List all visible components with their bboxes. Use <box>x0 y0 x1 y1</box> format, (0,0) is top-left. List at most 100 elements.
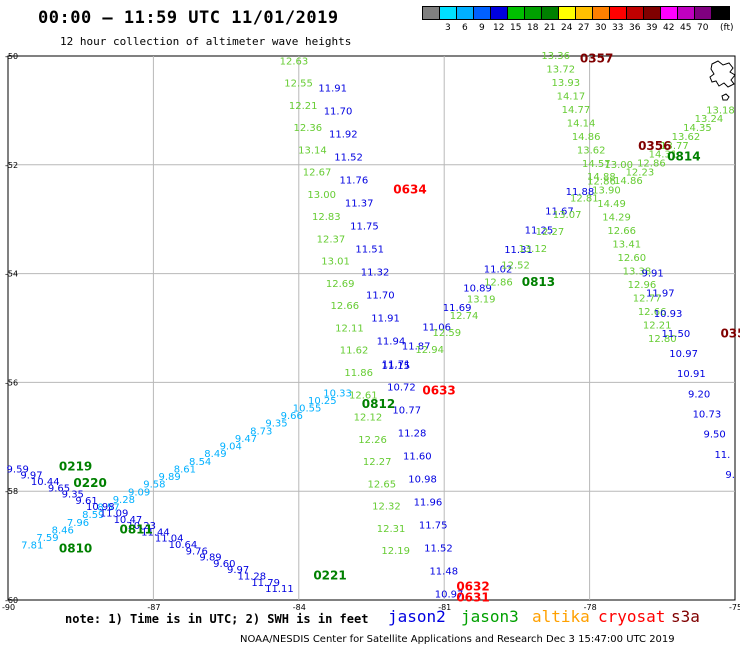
coastline-fragment <box>709 60 736 101</box>
wave-height-value: 11.50 <box>662 329 691 340</box>
wave-height-value: 11.91 <box>318 84 347 95</box>
wave-height-value: 7.96 <box>67 518 89 529</box>
legend-altika: altika <box>532 607 590 626</box>
wave-height-value: 12.61 <box>349 390 378 401</box>
colorbar-label: 30 <box>595 23 607 33</box>
track-4: 11.15 11.87 11.06 11.69 10.89 11.02 11.31 11.25… <box>381 187 594 372</box>
wave-height-value: 12.94 <box>415 345 444 356</box>
lat-tick-label: -52 <box>5 161 18 170</box>
wave-height-value: 10.89 <box>463 284 492 295</box>
colorbar-label: 15 <box>510 23 522 33</box>
wave-height-value: 12.32 <box>372 502 401 513</box>
track-8: 9.91 11.97 10.93 11.50 10.97 10.91 9.20 10.73 9.… <box>641 269 734 481</box>
wave-height-value: 11.32 <box>361 268 390 279</box>
wave-height-value: 11.28 <box>398 429 427 440</box>
wave-height-value: 11.52 <box>334 153 363 164</box>
wave-height-value: 11.52 <box>424 544 453 555</box>
pass-time-label: 0357 <box>580 52 613 66</box>
pass-time-label: 0812 <box>362 397 395 411</box>
wave-height-value: 11.37 <box>345 199 374 210</box>
wave-height-value: 10.98 <box>408 475 437 486</box>
wave-height-value: 12.31 <box>377 524 406 535</box>
colorbar-label: 33 <box>612 23 624 33</box>
wave-height-value: 12.59 <box>433 328 462 339</box>
wave-height-value: 11.51 <box>355 245 384 256</box>
pass-time-label: 0219 <box>59 460 92 474</box>
wave-height-value: 10.44 <box>31 477 60 488</box>
pass-time-label: 0634 <box>393 182 426 196</box>
wave-height-value: 8.54 <box>189 457 211 468</box>
wave-height-value: 12.19 <box>381 546 410 557</box>
wave-height-value: 9.89 <box>199 553 221 564</box>
lat-tick-label: -56 <box>5 378 18 387</box>
wave-height-value: 13.01 <box>321 257 350 268</box>
wave-height-value: 14.17 <box>557 91 586 102</box>
wave-height-value: 12.66 <box>331 301 360 312</box>
wave-height-value: 12.80 <box>648 334 677 345</box>
pass-time-label: 0810 <box>59 541 92 555</box>
coastline-shape <box>721 93 730 101</box>
pass-time-labels: 0219 0220 0810 0811 0221 0812 0813 0814 0634 0633… <box>59 52 740 605</box>
map-border <box>7 55 736 601</box>
wave-height-value: 11.11 <box>265 584 294 595</box>
wave-height-value: 7.59 <box>36 533 58 544</box>
wave-height-value: 12.36 <box>294 123 323 134</box>
legend-cryosat: cryosat <box>598 607 666 626</box>
map-footer: NOAA/NESDIS Center for Satellite Applica… <box>240 634 675 645</box>
colorbar-label: 27 <box>578 23 590 33</box>
wave-height-value: 10.25 <box>308 396 337 407</box>
wave-height-value: 9.66 <box>281 411 303 422</box>
wave-height-value: 11.06 <box>422 322 451 333</box>
wave-height-value: 8.57 <box>97 503 119 514</box>
wave-height-value: 10.72 <box>387 383 416 394</box>
pass-time-label: 0813 <box>522 275 555 289</box>
wave-height-value: 13.62 <box>672 132 701 143</box>
wave-height-value: 13.41 <box>612 240 641 251</box>
lat-tick-label: -58 <box>5 487 18 496</box>
wave-height-value: 13.77 <box>660 141 689 152</box>
lon-tick-label: -78 <box>584 603 597 612</box>
track-0: 7.817.598.467.968.598.579.289.099.589.89… <box>21 388 352 551</box>
lon-tick-label: -81 <box>438 603 451 612</box>
wave-height-value: 9.50 <box>704 430 726 441</box>
pass-time-label: 0633 <box>422 384 455 398</box>
wave-height-value: 12.55 <box>284 79 313 90</box>
wave-height-value: 14.88 <box>587 172 616 183</box>
pass-time-label: 0356 <box>638 139 671 153</box>
lon-tick-label: -87 <box>147 603 160 612</box>
satellite-tracks: 7.817.598.467.968.598.579.289.099.589.89… <box>7 51 735 601</box>
wave-height-value: 14.31 <box>649 150 678 161</box>
colorbar-label: 39 <box>646 23 658 33</box>
wave-height-value: 9.97 <box>20 471 42 482</box>
wave-height-value: 11.88 <box>566 187 595 198</box>
coastline-shape <box>709 60 736 88</box>
wave-height-value: 12.86 <box>637 158 666 169</box>
map-grid <box>8 56 735 600</box>
wave-height-value: 11.87 <box>402 342 431 353</box>
wave-height-value: 12.86 <box>484 278 513 289</box>
wave-height-value: 11.94 <box>377 337 406 348</box>
wave-height-value: 10.93 <box>654 309 683 320</box>
colorbar-label: 6 <box>462 23 468 33</box>
wave-height-value: 12.74 <box>450 311 479 322</box>
wave-height-value: 13.62 <box>577 145 606 156</box>
lon-tick-label: -90 <box>2 603 15 612</box>
colorbar-label: 18 <box>527 23 539 33</box>
wave-height-value: 13.24 <box>695 114 724 125</box>
wave-height-value: 11.09 <box>100 509 129 520</box>
wave-height-value: 9.76 <box>186 546 208 557</box>
wave-height-value: 10.23 <box>127 521 156 532</box>
colorbar-swatch <box>711 6 730 20</box>
colorbar-label: 12 <box>493 23 505 33</box>
wave-height-value: 9.60 <box>213 559 235 570</box>
track-6: 13.36 13.72 13.93 14.17 14.77 14.14 14.86 13.62… <box>541 51 676 345</box>
map-note: note: 1) Time is in UTC; 2) SWH is in fe… <box>65 612 369 626</box>
wave-height-value: 9.09 <box>128 487 150 498</box>
pass-time-label: 0220 <box>73 476 106 490</box>
wave-height-value: 12.77 <box>633 293 662 304</box>
wave-height-value: 9.35 <box>62 490 84 501</box>
legend-s3a: s3a <box>671 607 700 626</box>
pass-time-label: 0355 <box>720 326 740 340</box>
wave-height-value: 10.64 <box>169 540 198 551</box>
